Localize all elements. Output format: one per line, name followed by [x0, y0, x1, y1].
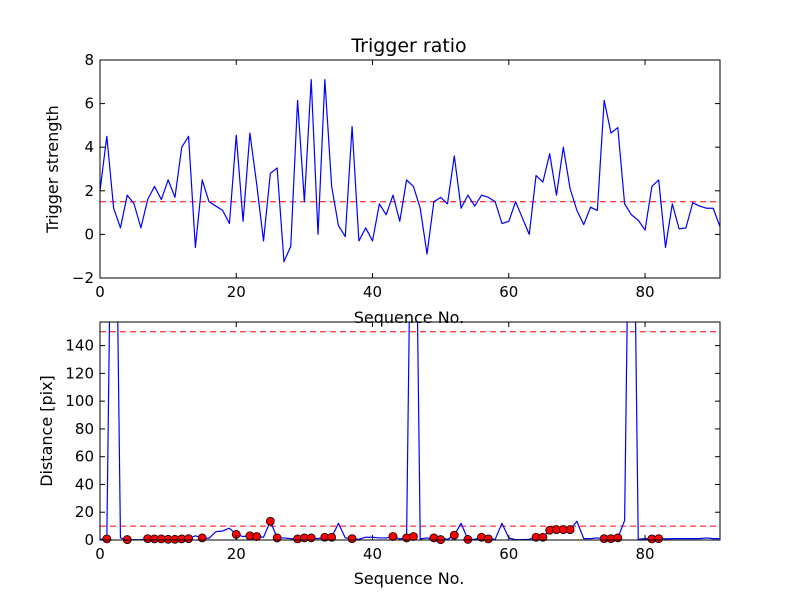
top-x-tick-label: 20: [227, 283, 246, 301]
bottom-y-tick-label: 80: [75, 420, 94, 438]
bottom-marker-point: [102, 534, 112, 544]
bottom-marker-point: [306, 533, 316, 543]
bottom-x-tick-label: 60: [499, 545, 518, 563]
top-y-tick-label: 4: [84, 138, 94, 156]
bottom-marker-point: [252, 532, 262, 541]
top-x-tick-label: 60: [499, 283, 518, 301]
bottom-marker-point: [565, 525, 575, 534]
bottom-x-tick-label: 0: [95, 545, 105, 563]
top-y-tick-label: 8: [84, 51, 94, 69]
bottom-y-tick-label: 20: [75, 503, 94, 521]
bottom-y-tick-label: 120: [65, 364, 94, 382]
top-axes-frame: [99, 59, 721, 279]
bottom-marker-point: [409, 532, 418, 541]
bottom-x-tick-label: 40: [363, 545, 382, 563]
bottom-plot-area: [100, 322, 720, 544]
bottom-x-tick-label: 20: [227, 545, 246, 563]
bottom-marker-point: [265, 516, 275, 526]
top-x-tick-label: 80: [636, 283, 655, 301]
bottom-x-tick-label: 80: [636, 545, 655, 563]
bottom-y-tick-label: 60: [75, 448, 94, 466]
bottom-marker-point: [654, 534, 664, 544]
bottom-y-axis-label: Distance [pix]: [37, 375, 56, 487]
top-y-tick-label: 6: [84, 95, 94, 113]
top-y-axis-label: Trigger strength: [43, 105, 62, 234]
top-y-tick-label: 2: [84, 182, 94, 200]
bottom-y-tick-label: 0: [84, 531, 94, 549]
bottom-marker-point: [184, 534, 193, 544]
top-x-tick-label: 40: [363, 283, 382, 301]
bottom-axes-frame: [99, 321, 721, 541]
chart-title: Trigger ratio: [350, 35, 466, 57]
bottom-x-axis-label: Sequence No.: [354, 569, 465, 588]
distance-plot: 0 20 40 60 80 0 20 40 60 80 100 120 140 Sequence No.…: [37, 321, 721, 588]
bottom-y-tick-label: 40: [75, 475, 94, 493]
top-plot-area: [100, 79, 720, 263]
top-plot-clip: [100, 79, 720, 263]
bottom-y-tick-label: 140: [65, 337, 94, 355]
bottom-marker-point: [347, 534, 357, 544]
top-x-tick-label: 0: [95, 283, 105, 301]
top-y-tick-label: −2: [72, 269, 94, 287]
bottom-axis-ticks: 0 20 40 60 80 0 20 40 60 80 100 120 140: [65, 322, 720, 563]
bottom-marker-point: [327, 532, 337, 542]
bottom-marker-point: [197, 533, 207, 543]
bottom-marker-point: [483, 534, 493, 544]
bottom-y-tick-label: 100: [65, 392, 94, 410]
bottom-marker-point: [538, 532, 548, 542]
bottom-marker-point: [449, 530, 459, 540]
bottom-marker-point: [463, 535, 473, 544]
bottom-marker-point: [388, 532, 398, 541]
bottom-marker-point: [272, 533, 282, 543]
top-y-tick-label: 0: [84, 225, 94, 243]
bottom-marker-point: [613, 533, 623, 543]
top-series-line-0: [100, 79, 720, 263]
